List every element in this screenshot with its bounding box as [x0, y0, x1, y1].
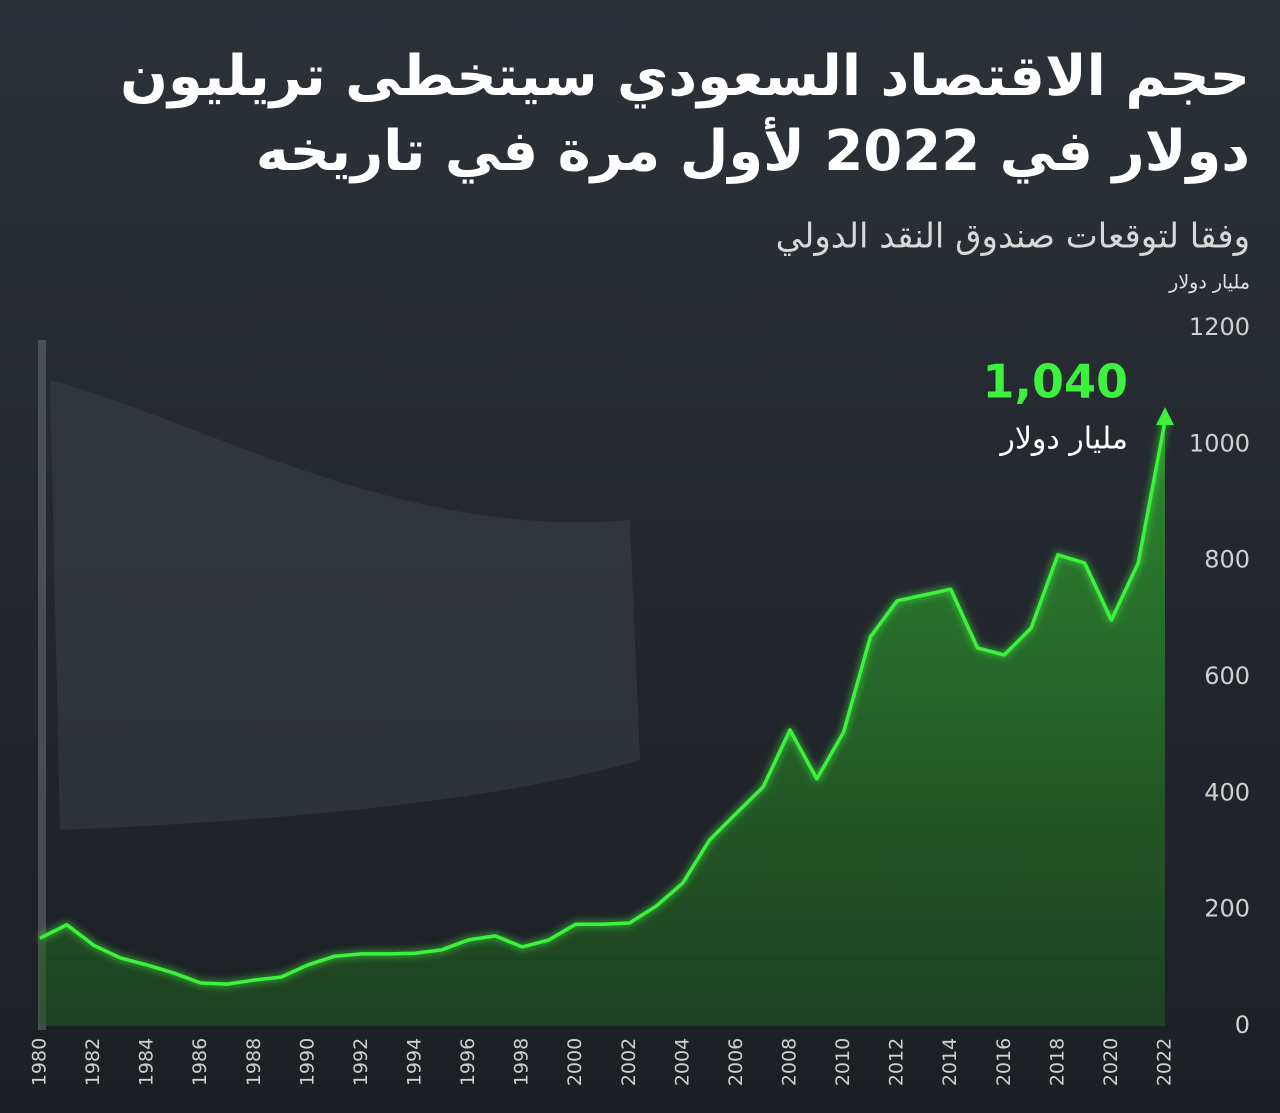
x-tick-label: 1980 [29, 1038, 51, 1086]
y-tick-label: 800 [1204, 546, 1250, 574]
y-tick-label: 200 [1204, 895, 1250, 923]
x-tick-label: 2004 [671, 1038, 693, 1086]
x-tick-label: 2020 [1100, 1038, 1122, 1086]
x-tick-label: 2008 [779, 1038, 801, 1086]
x-tick-label: 2000 [564, 1038, 586, 1086]
x-tick-label: 2010 [832, 1038, 854, 1086]
y-tick-label: 400 [1204, 778, 1250, 806]
x-tick-label: 1994 [404, 1038, 426, 1086]
flag [50, 380, 640, 830]
x-tick-label: 2018 [1046, 1038, 1068, 1086]
title-line: دولار في 2022 لأول مرة في تاريخه [256, 116, 1250, 184]
x-tick-label: 1998 [511, 1038, 533, 1086]
x-tick-label: 2014 [939, 1038, 961, 1086]
flag-pole [38, 340, 46, 1030]
y-tick-label: 0 [1235, 1011, 1250, 1039]
subtitle: وفقا لتوقعات صندوق النقد الدولي [776, 217, 1250, 257]
x-tick-label: 1996 [457, 1038, 479, 1086]
x-tick-label: 1988 [243, 1038, 265, 1086]
x-tick-label: 1986 [189, 1038, 211, 1086]
x-tick-label: 1982 [82, 1038, 104, 1086]
area [40, 421, 1165, 1027]
annotation: مليار دولار [998, 422, 1128, 457]
x-tick-label: 2002 [618, 1038, 640, 1086]
arrow-head [1156, 407, 1174, 426]
x-tick-label: 1992 [350, 1038, 372, 1086]
y-axis-label: مليار دولار [1168, 272, 1250, 294]
x-tick-label: 2022 [1154, 1038, 1176, 1086]
x-tick-label: 2016 [993, 1038, 1015, 1086]
title-line: حجم الاقتصاد السعودي سيتخطى تريليون [120, 44, 1250, 109]
line [39, 420, 1167, 986]
value-label: 1,040 [982, 355, 1128, 409]
x-tick-label: 1984 [136, 1038, 158, 1086]
y-tick-label: 600 [1204, 662, 1250, 690]
y-tick-label: 1200 [1189, 313, 1250, 341]
x-tick-label: 1990 [296, 1038, 318, 1086]
y-tick-label: 1000 [1189, 429, 1250, 457]
x-tick-label: 2006 [725, 1038, 747, 1086]
x-tick-label: 2012 [886, 1038, 908, 1086]
